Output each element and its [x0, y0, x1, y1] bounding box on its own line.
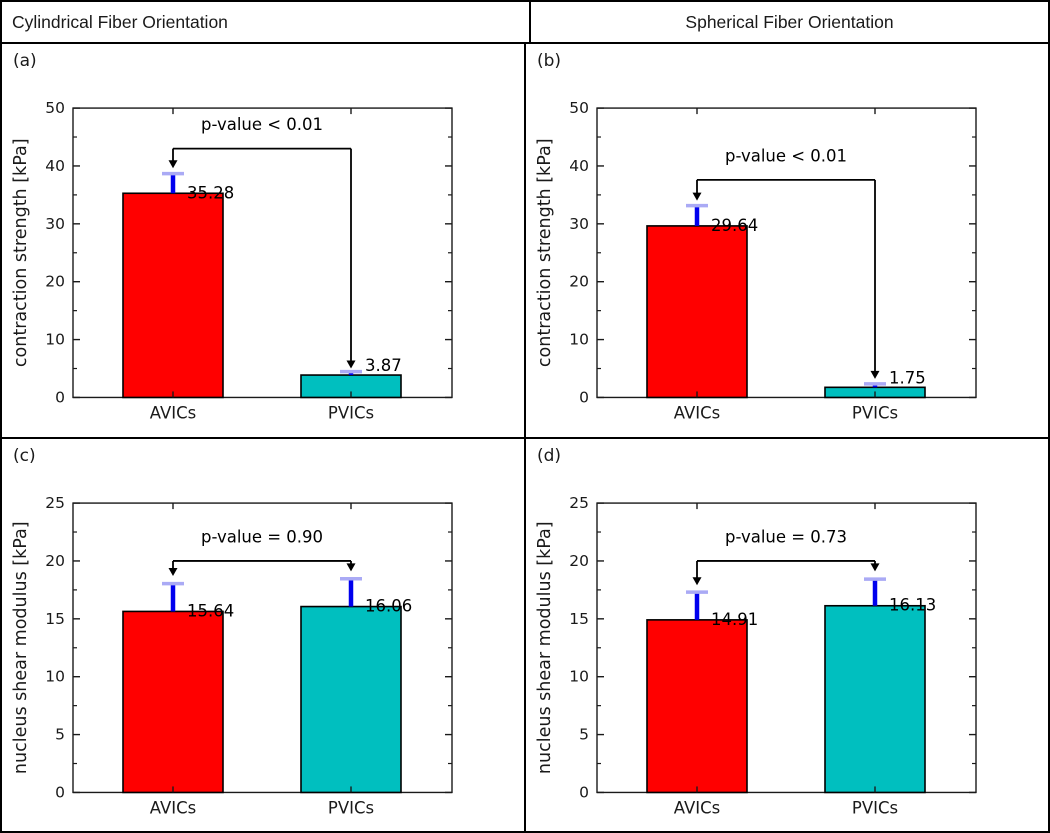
- pvalue-arrowhead: [346, 562, 356, 571]
- y-tick-label: 0: [579, 783, 589, 801]
- pvalue-arrowhead: [870, 370, 880, 379]
- value-label-avics: 35.28: [187, 183, 234, 202]
- y-axis-label: contraction strength [kPa]: [11, 138, 31, 367]
- y-tick-label: 5: [55, 725, 65, 743]
- value-label-pvics: 16.13: [889, 595, 936, 614]
- y-tick-label: 20: [45, 551, 65, 569]
- pvalue-arrowhead: [168, 160, 178, 169]
- bar-avics: [122, 610, 224, 793]
- y-tick-label: 20: [569, 273, 589, 291]
- y-tick-label: 40: [45, 157, 65, 175]
- x-tick-label-pvics: PVICs: [328, 798, 374, 817]
- y-tick-label: 15: [45, 609, 65, 627]
- bar-pvics: [824, 604, 926, 793]
- value-label-pvics: 1.75: [889, 368, 926, 387]
- x-tick-label-pvics: PVICs: [328, 403, 374, 422]
- value-label-avics: 14.91: [711, 609, 758, 628]
- pvalue-text: p-value = 0.73: [725, 527, 847, 546]
- y-tick-label: 0: [579, 388, 589, 406]
- y-tick-label: 50: [569, 99, 589, 117]
- pvalue-text: p-value = 0.90: [201, 527, 323, 546]
- panel-b-chart: 0 10 20 30 40 50 29.64 AVICs 1.75 PVICs contractio…: [535, 99, 977, 422]
- panel-c-label: (c): [13, 445, 36, 466]
- header-cylindrical: Cylindrical Fiber Orientation: [2, 2, 531, 42]
- panel-grid: 0 10 20 30 40 50 35.28 AVICs 3.87 PVICs contractio…: [2, 44, 1048, 831]
- y-axis-label: nucleus shear modulus [kPa]: [535, 521, 555, 774]
- x-tick-label-avics: AVICs: [674, 403, 720, 422]
- panel-a-label: (a): [13, 51, 37, 71]
- pvalue-arrowhead: [692, 192, 702, 201]
- panel-c: 0 5 10 15 20 25 15.64 AVICs 16.06 PVICs nucleus sh…: [2, 438, 524, 831]
- pvalue-text: p-value < 0.01: [725, 146, 847, 165]
- y-tick-label: 0: [55, 388, 65, 406]
- y-tick-label: 10: [45, 667, 65, 685]
- y-tick-label: 30: [569, 215, 589, 233]
- x-tick-label-pvics: PVICs: [852, 403, 898, 422]
- y-tick-label: 15: [569, 609, 589, 627]
- y-tick-label: 20: [569, 551, 589, 569]
- pvalue-arrowhead: [168, 567, 178, 576]
- x-tick-label-pvics: PVICs: [852, 798, 898, 817]
- panel-a-chart: 0 10 20 30 40 50 35.28 AVICs 3.87 PVICs contractio…: [11, 99, 453, 422]
- pvalue-text: p-value < 0.01: [201, 115, 323, 134]
- panel-a: 0 10 20 30 40 50 35.28 AVICs 3.87 PVICs contractio…: [2, 44, 524, 437]
- y-tick-label: 40: [569, 157, 589, 175]
- panel-b-label: (b): [537, 51, 562, 71]
- pvalue-arrowhead: [692, 576, 702, 585]
- header-spherical: Spherical Fiber Orientation: [531, 2, 1048, 42]
- bar-avics: [646, 225, 748, 399]
- y-tick-label: 20: [45, 273, 65, 291]
- y-tick-label: 0: [55, 783, 65, 801]
- panel-d-label: (d): [537, 445, 562, 466]
- y-tick-label: 50: [45, 99, 65, 117]
- panel-c-chart: 0 5 10 15 20 25 15.64 AVICs 16.06 PVICs nucleus sh…: [11, 494, 453, 817]
- x-tick-label-avics: AVICs: [674, 798, 720, 817]
- x-tick-label-avics: AVICs: [150, 798, 196, 817]
- y-tick-label: 25: [569, 494, 589, 512]
- y-tick-label: 25: [45, 494, 65, 512]
- header-cylindrical-title: Cylindrical Fiber Orientation: [12, 11, 228, 32]
- x-tick-label-avics: AVICs: [150, 403, 196, 422]
- header-spherical-title: Spherical Fiber Orientation: [685, 11, 894, 32]
- header-row: Cylindrical Fiber Orientation Spherical …: [2, 2, 1048, 44]
- panel-d: 0 5 10 15 20 25 14.91 AVICs 16.13 PVICs nucleus sh…: [526, 438, 1048, 831]
- bar-pvics: [300, 605, 402, 793]
- y-tick-label: 10: [569, 331, 589, 349]
- pvalue-arrowhead: [346, 360, 356, 369]
- pvalue-arrowhead: [870, 562, 880, 571]
- value-label-avics: 29.64: [711, 216, 758, 235]
- value-label-pvics: 3.87: [365, 356, 402, 375]
- y-axis-label: nucleus shear modulus [kPa]: [11, 521, 31, 774]
- bar-avics: [646, 618, 748, 793]
- y-axis-label: contraction strength [kPa]: [535, 138, 555, 367]
- y-tick-label: 10: [569, 667, 589, 685]
- panel-d-chart: 0 5 10 15 20 25 14.91 AVICs 16.13 PVICs nucleus sh…: [535, 494, 977, 817]
- value-label-pvics: 16.06: [365, 596, 412, 615]
- y-tick-label: 5: [579, 725, 589, 743]
- y-tick-label: 30: [45, 215, 65, 233]
- y-tick-label: 10: [45, 331, 65, 349]
- value-label-avics: 15.64: [187, 601, 234, 620]
- bar-avics: [122, 192, 224, 399]
- panel-b: 0 10 20 30 40 50 29.64 AVICs 1.75 PVICs contractio…: [526, 44, 1048, 437]
